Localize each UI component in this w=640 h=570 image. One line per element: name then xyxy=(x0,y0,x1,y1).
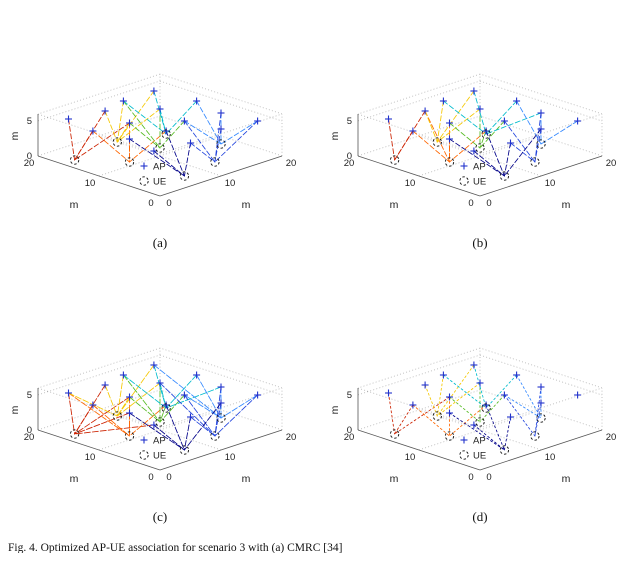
svg-text:10: 10 xyxy=(545,452,556,463)
subplot-label-a: (a) xyxy=(152,235,168,250)
svg-text:10: 10 xyxy=(225,178,236,189)
svg-text:0: 0 xyxy=(27,425,32,436)
svg-text:5: 5 xyxy=(27,390,32,401)
svg-text:m: m xyxy=(70,199,79,211)
svg-text:0: 0 xyxy=(347,425,352,436)
svg-text:m: m xyxy=(242,473,251,485)
svg-text:10: 10 xyxy=(225,452,236,463)
subplot-grid: 0 10 20 0 10 20 0 5 m m m AP UE (a) 0 10 20 0 10 20 0 5 m m m A… xyxy=(0,6,640,524)
svg-text:0: 0 xyxy=(27,151,32,162)
svg-text:20: 20 xyxy=(286,158,297,169)
svg-text:20: 20 xyxy=(286,432,297,443)
subplot-label-b: (b) xyxy=(472,235,488,250)
svg-text:0: 0 xyxy=(148,198,153,209)
svg-text:10: 10 xyxy=(405,452,416,463)
svg-text:10: 10 xyxy=(405,178,416,189)
svg-text:m: m xyxy=(9,405,21,414)
svg-text:UE: UE xyxy=(153,177,166,188)
svg-text:AP: AP xyxy=(473,436,486,447)
svg-text:5: 5 xyxy=(347,390,352,401)
svg-text:20: 20 xyxy=(24,432,35,443)
svg-text:5: 5 xyxy=(347,116,352,127)
svg-text:5: 5 xyxy=(27,116,32,127)
svg-text:0: 0 xyxy=(347,151,352,162)
svg-text:m: m xyxy=(562,473,571,485)
svg-text:0: 0 xyxy=(486,472,491,483)
svg-text:0: 0 xyxy=(486,198,491,209)
svg-text:10: 10 xyxy=(85,178,96,189)
subplot-label-d: (d) xyxy=(472,509,488,524)
subplot-b: 0 10 20 0 10 20 0 5 m m m AP UE (b) xyxy=(320,6,640,250)
svg-text:AP: AP xyxy=(153,162,166,173)
svg-text:0: 0 xyxy=(468,198,473,209)
svg-text:m: m xyxy=(9,131,21,140)
svg-text:20: 20 xyxy=(344,158,355,169)
svg-text:0: 0 xyxy=(148,472,153,483)
svg-text:m: m xyxy=(329,405,341,414)
svg-text:m: m xyxy=(562,199,571,211)
svg-text:UE: UE xyxy=(473,177,486,188)
svg-text:AP: AP xyxy=(153,436,166,447)
subplot-d: 0 10 20 0 10 20 0 5 m m m AP UE (d) xyxy=(320,280,640,524)
svg-text:20: 20 xyxy=(344,432,355,443)
subplot-label-c: (c) xyxy=(152,509,168,524)
svg-text:0: 0 xyxy=(468,472,473,483)
svg-text:0: 0 xyxy=(166,198,171,209)
svg-text:m: m xyxy=(242,199,251,211)
svg-text:10: 10 xyxy=(85,452,96,463)
subplot-c: 0 10 20 0 10 20 0 5 m m m AP UE (c) xyxy=(0,280,320,524)
svg-text:20: 20 xyxy=(606,432,617,443)
figure-caption: Fig. 4. Optimized AP-UE association for … xyxy=(8,542,343,553)
svg-text:m: m xyxy=(390,199,399,211)
svg-text:AP: AP xyxy=(473,162,486,173)
subplot-a: 0 10 20 0 10 20 0 5 m m m AP UE (a) xyxy=(0,6,320,250)
svg-text:20: 20 xyxy=(606,158,617,169)
svg-text:m: m xyxy=(329,131,341,140)
svg-text:m: m xyxy=(70,473,79,485)
svg-text:m: m xyxy=(390,473,399,485)
svg-text:0: 0 xyxy=(166,472,171,483)
svg-text:UE: UE xyxy=(153,451,166,462)
svg-text:UE: UE xyxy=(473,451,486,462)
svg-text:10: 10 xyxy=(545,178,556,189)
svg-text:20: 20 xyxy=(24,158,35,169)
